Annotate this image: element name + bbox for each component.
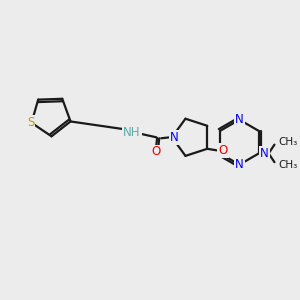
Text: S: S xyxy=(27,116,34,129)
Text: N: N xyxy=(235,113,244,126)
Text: N: N xyxy=(260,147,269,160)
Text: CH₃: CH₃ xyxy=(278,160,298,170)
Text: O: O xyxy=(152,146,161,158)
Text: O: O xyxy=(218,144,228,157)
Text: NH: NH xyxy=(123,126,141,139)
Text: N: N xyxy=(169,131,178,144)
Text: CH₃: CH₃ xyxy=(278,137,298,147)
Text: N: N xyxy=(235,158,244,171)
